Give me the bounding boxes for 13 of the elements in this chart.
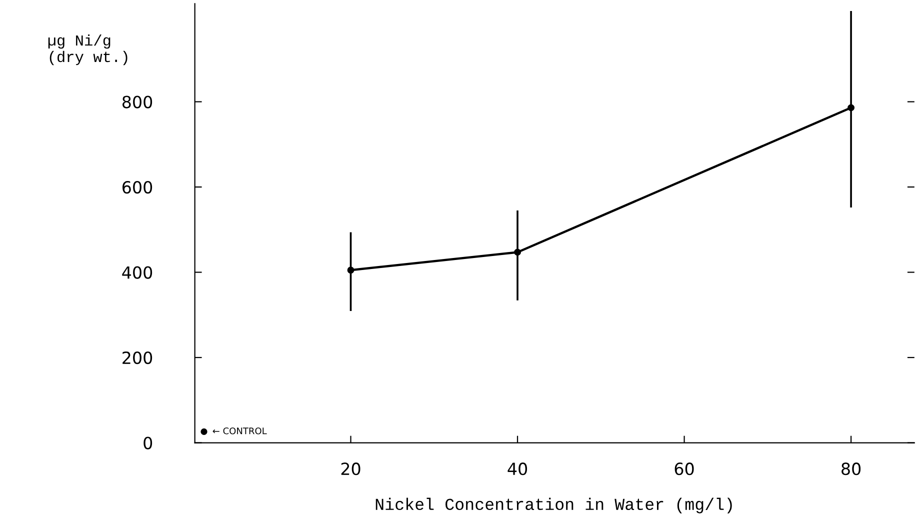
y-tick-label: 200 <box>122 351 152 364</box>
y-tick-label: 0 <box>144 436 152 450</box>
x-tick-label: 60 <box>674 462 694 476</box>
x-tick-label: 20 <box>341 462 360 476</box>
y-tick-label: 400 <box>122 266 152 279</box>
y-axis-title: µg Ni/g (dry wt.) <box>48 34 128 66</box>
y-tick-label: 800 <box>122 96 152 108</box>
x-tick-label: 40 <box>508 462 528 476</box>
point <box>200 428 208 435</box>
x-tick-label: 80 <box>842 462 861 476</box>
annotation: ← CONTROL <box>212 427 267 434</box>
y-tick-label: 600 <box>122 180 152 194</box>
x-axis-title: Nickel Concentration in Water (mg/l) <box>376 498 732 514</box>
